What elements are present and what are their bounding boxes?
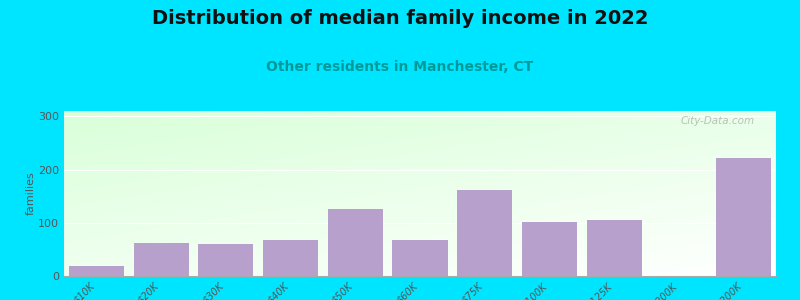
Y-axis label: families: families: [26, 172, 35, 215]
Bar: [393, 240, 447, 276]
Bar: [716, 158, 771, 276]
Bar: [458, 190, 512, 276]
Bar: [522, 222, 577, 276]
Bar: [134, 243, 189, 276]
Bar: [198, 244, 254, 276]
Bar: [586, 220, 642, 276]
Bar: [328, 209, 382, 276]
Text: City-Data.com: City-Data.com: [681, 116, 754, 126]
Text: Other residents in Manchester, CT: Other residents in Manchester, CT: [266, 60, 534, 74]
Text: Distribution of median family income in 2022: Distribution of median family income in …: [152, 9, 648, 28]
Bar: [263, 240, 318, 276]
Bar: [69, 266, 124, 276]
